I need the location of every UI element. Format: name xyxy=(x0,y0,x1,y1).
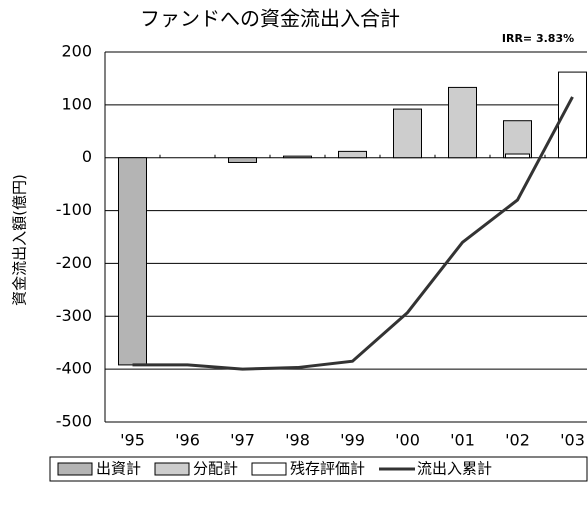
y-tick-label: -100 xyxy=(56,200,92,219)
x-tick-label: '95 xyxy=(120,431,145,450)
y-tick-label: -200 xyxy=(56,253,92,272)
legend-label: 出資計 xyxy=(96,460,141,478)
legend-label: 分配計 xyxy=(193,460,238,478)
bar xyxy=(505,153,530,159)
bar xyxy=(118,157,147,366)
x-tick-label: '97 xyxy=(230,431,255,450)
x-tick-label: '00 xyxy=(395,431,420,450)
bar xyxy=(228,157,257,163)
chart-title: ファンドへの資金流出入合計 xyxy=(140,7,400,31)
y-tick-label: -300 xyxy=(56,306,92,325)
x-tick-label: '01 xyxy=(450,431,475,450)
bar xyxy=(503,120,532,159)
x-tick-label: '99 xyxy=(340,431,365,450)
line xyxy=(132,96,574,371)
legend-label: 残存評価計 xyxy=(290,460,365,478)
bar xyxy=(448,86,477,159)
legend-swatch xyxy=(154,462,190,476)
legend-swatch xyxy=(57,462,93,476)
bar xyxy=(283,155,312,159)
bar xyxy=(338,150,367,159)
y-axis-label: 資金流出入額(億円) xyxy=(11,174,29,306)
y-tick-label: -400 xyxy=(56,359,92,378)
legend-swatch xyxy=(251,462,287,476)
legend-box xyxy=(49,456,588,482)
y-tick-label: 200 xyxy=(61,42,92,61)
bar xyxy=(393,108,422,159)
x-tick-label: '02 xyxy=(505,431,530,450)
x-tick-label: '03 xyxy=(560,431,585,450)
legend-label: 流出入累計 xyxy=(417,460,492,478)
y-tick-label: -500 xyxy=(56,412,92,431)
x-tick-label: '98 xyxy=(285,431,310,450)
y-tick-label: 0 xyxy=(82,147,92,166)
annotation: IRR= 3.83% xyxy=(502,32,574,45)
y-tick-label: 100 xyxy=(61,94,92,113)
x-tick-label: '96 xyxy=(175,431,200,450)
